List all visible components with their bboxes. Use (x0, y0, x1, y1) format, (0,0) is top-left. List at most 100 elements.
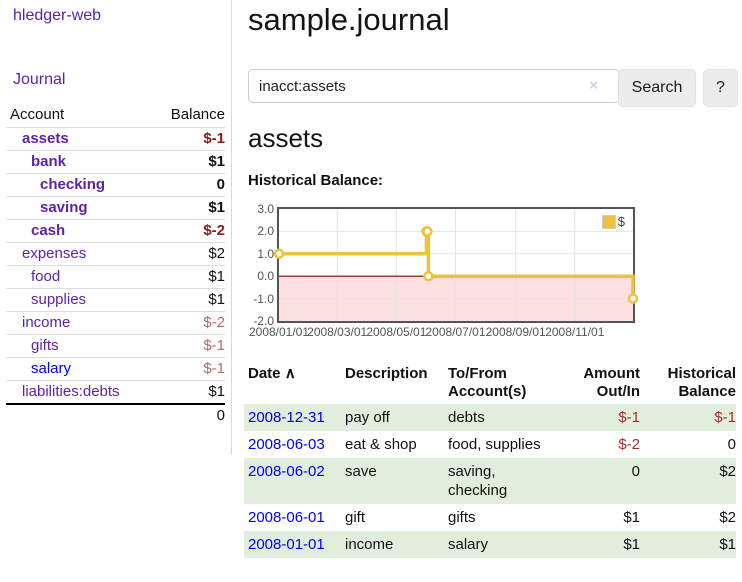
x-axis-tick-label: 2008/07/01 (425, 325, 486, 339)
chart-canvas (273, 209, 639, 321)
account-row: bank $1 (6, 150, 225, 174)
transactions-header-row: Date ∧ Description To/From Account(s) Am… (244, 362, 736, 404)
sidebar: hledger-web Journal Account Balance asse… (0, 0, 232, 455)
account-link-gifts[interactable]: gifts (31, 337, 59, 354)
account-balance: $1 (150, 265, 225, 289)
sidebar-item-journal[interactable]: Journal (13, 71, 66, 88)
transaction-description: pay off (345, 409, 390, 426)
transaction-amount: $-2 (618, 436, 640, 453)
transaction-description: income (345, 536, 394, 553)
account-link-salary[interactable]: salary (31, 360, 72, 377)
sort-ascending-icon: ∧ (284, 365, 296, 382)
account-balance: $2 (150, 242, 225, 266)
x-axis-tick-label: 2008/11/01 (545, 325, 605, 339)
transaction-description: eat & shop (345, 436, 417, 453)
account-row: salary $-1 (6, 357, 225, 381)
account-row: food $1 (6, 265, 225, 289)
transaction-accounts: food, supplies (448, 436, 541, 453)
account-balance: $-2 (150, 219, 225, 243)
account-column-header: Account (10, 106, 65, 123)
transaction-description: gift (345, 509, 366, 526)
account-balance: 0 (150, 173, 225, 197)
transaction-amount: $1 (623, 509, 640, 526)
y-axis-tick-label: -2.0 (253, 314, 274, 328)
account-link-assets[interactable]: assets (22, 130, 69, 147)
account-balance: $-2 (150, 311, 225, 335)
y-axis-tick-label: 3.0 (257, 202, 274, 216)
search-bar: × Search ? (248, 69, 742, 107)
accounts-column-header: To/From Account(s) (448, 365, 527, 400)
y-axis-tick-label: 0.0 (257, 269, 274, 284)
account-table-header: Account Balance (6, 103, 225, 128)
legend-label: $ (617, 214, 625, 229)
account-link-income[interactable]: income (22, 314, 71, 331)
transaction-balance: 0 (727, 436, 736, 453)
balance-column-header-main: Historical Balance (667, 365, 736, 400)
balance-column-header: Balance (170, 106, 225, 123)
date-column-header[interactable]: Date ∧ (248, 365, 296, 382)
transaction-balance: $2 (719, 509, 736, 526)
account-balance: $1 (150, 380, 225, 404)
transaction-amount: 0 (631, 463, 640, 480)
chart-plot-area: $ (273, 207, 639, 323)
account-row: supplies $1 (6, 288, 225, 312)
account-row: cash $-2 (6, 219, 225, 243)
x-axis-tick-label: 2008/03/01 (307, 325, 368, 339)
transactions-table: Date ∧ Description To/From Account(s) Am… (244, 362, 736, 558)
transaction-description: save (345, 463, 377, 480)
account-link-checking[interactable]: checking (40, 176, 106, 193)
page-title: sample.journal (248, 2, 450, 37)
account-link-supplies[interactable]: supplies (31, 291, 87, 308)
clear-search-icon[interactable]: × (589, 77, 598, 94)
amount-column-header: Amount Out/In (583, 365, 640, 400)
total-balance: 0 (150, 403, 225, 427)
transaction-row: 2008-06-02 save saving, checking 0 $2 (244, 458, 736, 504)
chart-heading: Historical Balance: (248, 172, 384, 189)
transaction-amount: $-1 (618, 409, 640, 426)
transaction-accounts: saving, checking (448, 463, 508, 499)
transaction-accounts: debts (448, 409, 485, 426)
account-link-liabilities-debts[interactable]: liabilities:debts (22, 383, 120, 400)
account-row: expenses $2 (6, 242, 225, 266)
transaction-date-link[interactable]: 2008-12-31 (248, 409, 325, 426)
account-balance: $-1 (150, 357, 225, 381)
app-title-link[interactable]: hledger-web (13, 7, 102, 24)
description-column-header: Description (345, 365, 428, 382)
help-button[interactable]: ? (703, 69, 738, 107)
account-total-row: 0 (6, 403, 225, 427)
account-link-bank[interactable]: bank (31, 153, 67, 170)
account-heading: assets (248, 123, 324, 153)
x-axis-tick-label: 2008/09/01 (485, 325, 546, 339)
x-axis-tick-label: 2008/05/01 (366, 325, 427, 339)
legend-swatch-icon (601, 214, 616, 229)
account-row: checking 0 (6, 173, 225, 197)
transaction-date-link[interactable]: 2008-01-01 (248, 536, 325, 553)
transaction-accounts: gifts (448, 509, 476, 526)
transaction-accounts: salary (448, 536, 489, 553)
account-link-food[interactable]: food (31, 268, 61, 285)
account-balance-table: Account Balance assets $-1 bank $1 checking 0… (6, 103, 225, 427)
search-button[interactable]: Search (618, 69, 696, 107)
account-row: income $-2 (6, 311, 225, 335)
account-balance: $-1 (150, 334, 225, 358)
account-rows: assets $-1 bank $1 checking 0 saving $1 cash $-2 e… (6, 127, 225, 404)
transaction-row: 2008-12-31 pay off debts $-1 $-1 (244, 404, 736, 431)
transaction-date-link[interactable]: 2008-06-03 (248, 436, 325, 453)
account-link-cash[interactable]: cash (31, 222, 66, 239)
account-link-saving[interactable]: saving (40, 199, 88, 216)
y-axis-tick-label: 1.0 (257, 246, 274, 261)
account-balance: $1 (150, 150, 225, 174)
chart-legend: $ (599, 213, 627, 230)
transaction-row: 2008-06-03 eat & shop food, supplies $-2 0 (244, 431, 736, 458)
account-row: liabilities:debts $1 (6, 380, 225, 404)
search-input[interactable] (248, 69, 620, 103)
account-row: saving $1 (6, 196, 225, 220)
account-balance: $-1 (150, 127, 225, 151)
account-row: assets $-1 (6, 127, 225, 151)
transaction-rows: 2008-12-31 pay off debts $-1 $-1 2008-06-03 ea… (244, 404, 736, 558)
account-link-expenses[interactable]: expenses (22, 245, 87, 262)
transaction-amount: $1 (623, 536, 640, 553)
transaction-date-link[interactable]: 2008-06-02 (248, 463, 325, 480)
transaction-date-link[interactable]: 2008-06-01 (248, 509, 325, 526)
y-axis-tick-label: 2.0 (257, 224, 274, 239)
